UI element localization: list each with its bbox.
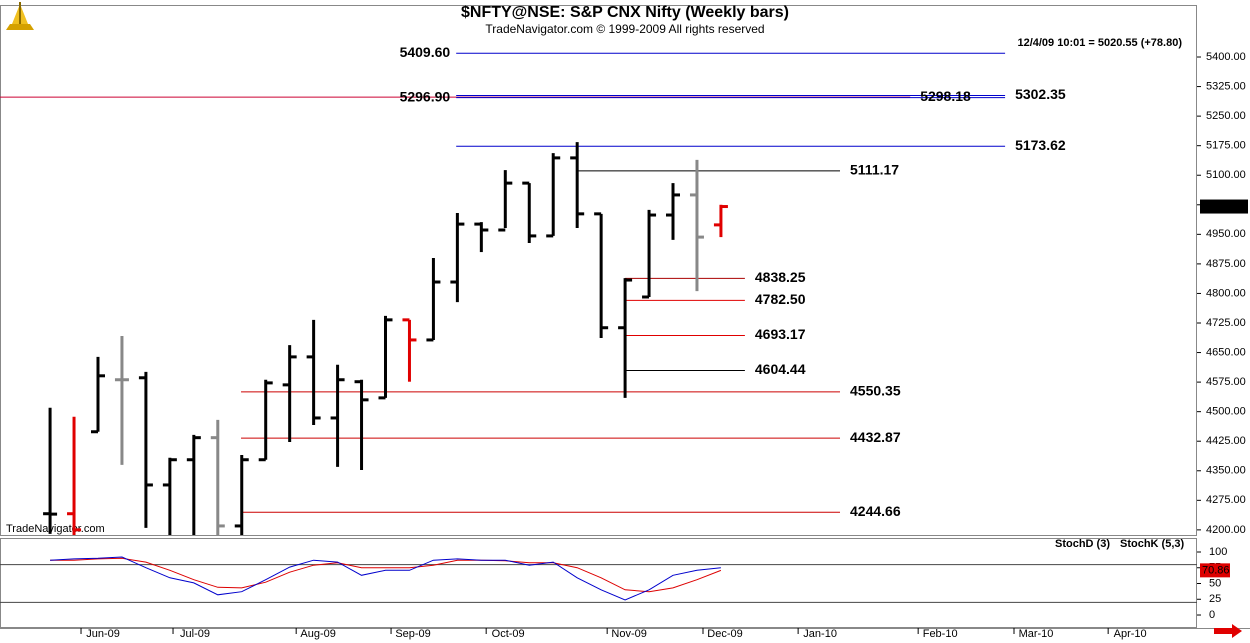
- x-tick-label: Nov-09: [611, 628, 646, 640]
- level-label: 5409.60: [400, 44, 451, 60]
- y-tick-label: 4575.00: [1206, 376, 1246, 388]
- y-tick-label: 4875.00: [1206, 258, 1246, 270]
- last-price-label: 5020.55: [1202, 200, 1242, 212]
- stoch-line: [50, 557, 722, 593]
- y-tick-label: 4200.00: [1206, 524, 1246, 536]
- y-tick-label: 4275.00: [1206, 494, 1246, 506]
- chart-subtitle: TradeNavigator.com © 1999-2009 All right…: [485, 22, 764, 36]
- level-label: 5298.18: [920, 88, 971, 104]
- scroll-arrow[interactable]: [1214, 624, 1242, 638]
- stoch-last-tag: [1200, 563, 1230, 578]
- y-tick-label: 4500.00: [1206, 406, 1246, 418]
- level-label: 5296.90: [400, 88, 451, 104]
- level-label: 4604.44: [755, 361, 806, 377]
- stoch-y-tick-label: 100: [1209, 546, 1227, 558]
- y-tick-label: 5325.00: [1206, 80, 1246, 92]
- y-tick-label: 4650.00: [1206, 346, 1246, 358]
- stoch-line: [50, 556, 721, 601]
- y-tick-label: 4800.00: [1206, 287, 1246, 299]
- stoch-y-tick-label: 25: [1209, 593, 1221, 605]
- x-tick-label: Jan-10: [803, 628, 837, 640]
- chart-title: $NFTY@NSE: S&P CNX Nifty (Weekly bars): [461, 4, 789, 21]
- x-tick-label: Jun-09: [86, 628, 120, 640]
- stoch-last-label: 70.86: [1202, 564, 1230, 576]
- y-tick-label: 4950.00: [1206, 228, 1246, 240]
- level-label: 4550.35: [850, 383, 901, 399]
- y-tick-label: 5250.00: [1206, 110, 1246, 122]
- logo: [6, 2, 34, 30]
- y-tick-label: 4425.00: [1206, 435, 1246, 447]
- watermark: TradeNavigator.com: [6, 523, 105, 535]
- legend-entry: StochK (5,3): [1120, 538, 1185, 550]
- level-label: 4782.50: [755, 291, 806, 307]
- stoch-y-tick-label: 0: [1209, 609, 1215, 621]
- quote: 12/4/09 10:01 = 5020.55 (+78.80): [1017, 37, 1182, 49]
- x-tick-label: Dec-09: [707, 628, 742, 640]
- price-panel: [0, 5, 1197, 536]
- level-label: 5173.62: [1015, 137, 1066, 153]
- x-tick-label: Mar-10: [1019, 628, 1054, 640]
- x-tick-label: Apr-10: [1114, 628, 1147, 640]
- level-label: 4432.87: [850, 429, 901, 445]
- y-tick-label: 5400.00: [1206, 51, 1246, 63]
- last-price-tag: [1200, 199, 1248, 214]
- x-tick-label: Oct-09: [492, 628, 525, 640]
- y-tick-label: 4725.00: [1206, 317, 1246, 329]
- y-tick-label: 5175.00: [1206, 140, 1246, 152]
- x-tick-label: Sep-09: [395, 628, 430, 640]
- level-label: 5111.17: [850, 162, 899, 178]
- y-tick-label: 5100.00: [1206, 169, 1246, 181]
- plot: [0, 52, 1006, 535]
- level-label: 4693.17: [755, 326, 806, 342]
- stoch-panel: [0, 538, 1197, 628]
- x-tick-label: Feb-10: [923, 628, 958, 640]
- y-tick-label: 4350.00: [1206, 465, 1246, 477]
- level-label: 4838.25: [755, 269, 806, 285]
- level-label: 5302.35: [1015, 86, 1066, 102]
- x-tick-label: Aug-09: [300, 628, 335, 640]
- stoch-y-tick-label: 50: [1209, 577, 1221, 589]
- x-tick-label: Jul-09: [180, 628, 210, 640]
- legend-entry: StochD (3): [1055, 538, 1110, 550]
- level-label: 4244.66: [850, 503, 901, 519]
